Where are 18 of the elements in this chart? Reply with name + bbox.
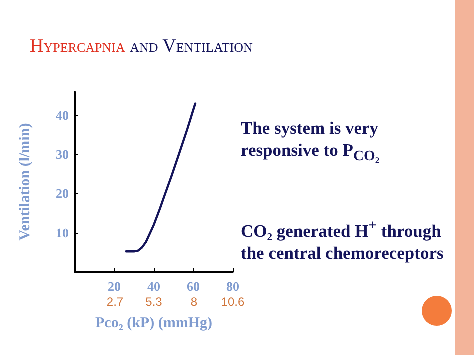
y-tick-label: 40 — [56, 108, 69, 123]
line-series — [125, 102, 197, 253]
text: CO₂ generated H$^{+}$ through the central chemoreceptors — [241, 217, 445, 264]
x-tick-label: 20 — [108, 279, 121, 294]
chart-title: Hypercapnia and Ventilation — [30, 36, 253, 58]
x-tick-label: 60 — [187, 279, 200, 294]
y-tick-label: 10 — [56, 225, 69, 240]
text: The system is very responsive to P$_{CO₂}$ — [241, 117, 381, 166]
x-axis-title: Pco₂ (kP) (mmHg) — [96, 316, 212, 332]
y-tick-label: 30 — [56, 147, 69, 162]
x-tick-label: 80 — [226, 279, 240, 294]
y-axis-title: Ventilation (l/min) — [18, 123, 34, 241]
x2-tick-label: 8 — [190, 295, 198, 309]
x-tick-label: 40 — [148, 279, 160, 294]
y-tick-label: 20 — [56, 186, 69, 202]
x2-tick-label: 2.7 — [106, 295, 124, 309]
x2-tick-label: 10.6 — [221, 295, 245, 309]
x2-tick-label: 5.3 — [146, 295, 163, 309]
